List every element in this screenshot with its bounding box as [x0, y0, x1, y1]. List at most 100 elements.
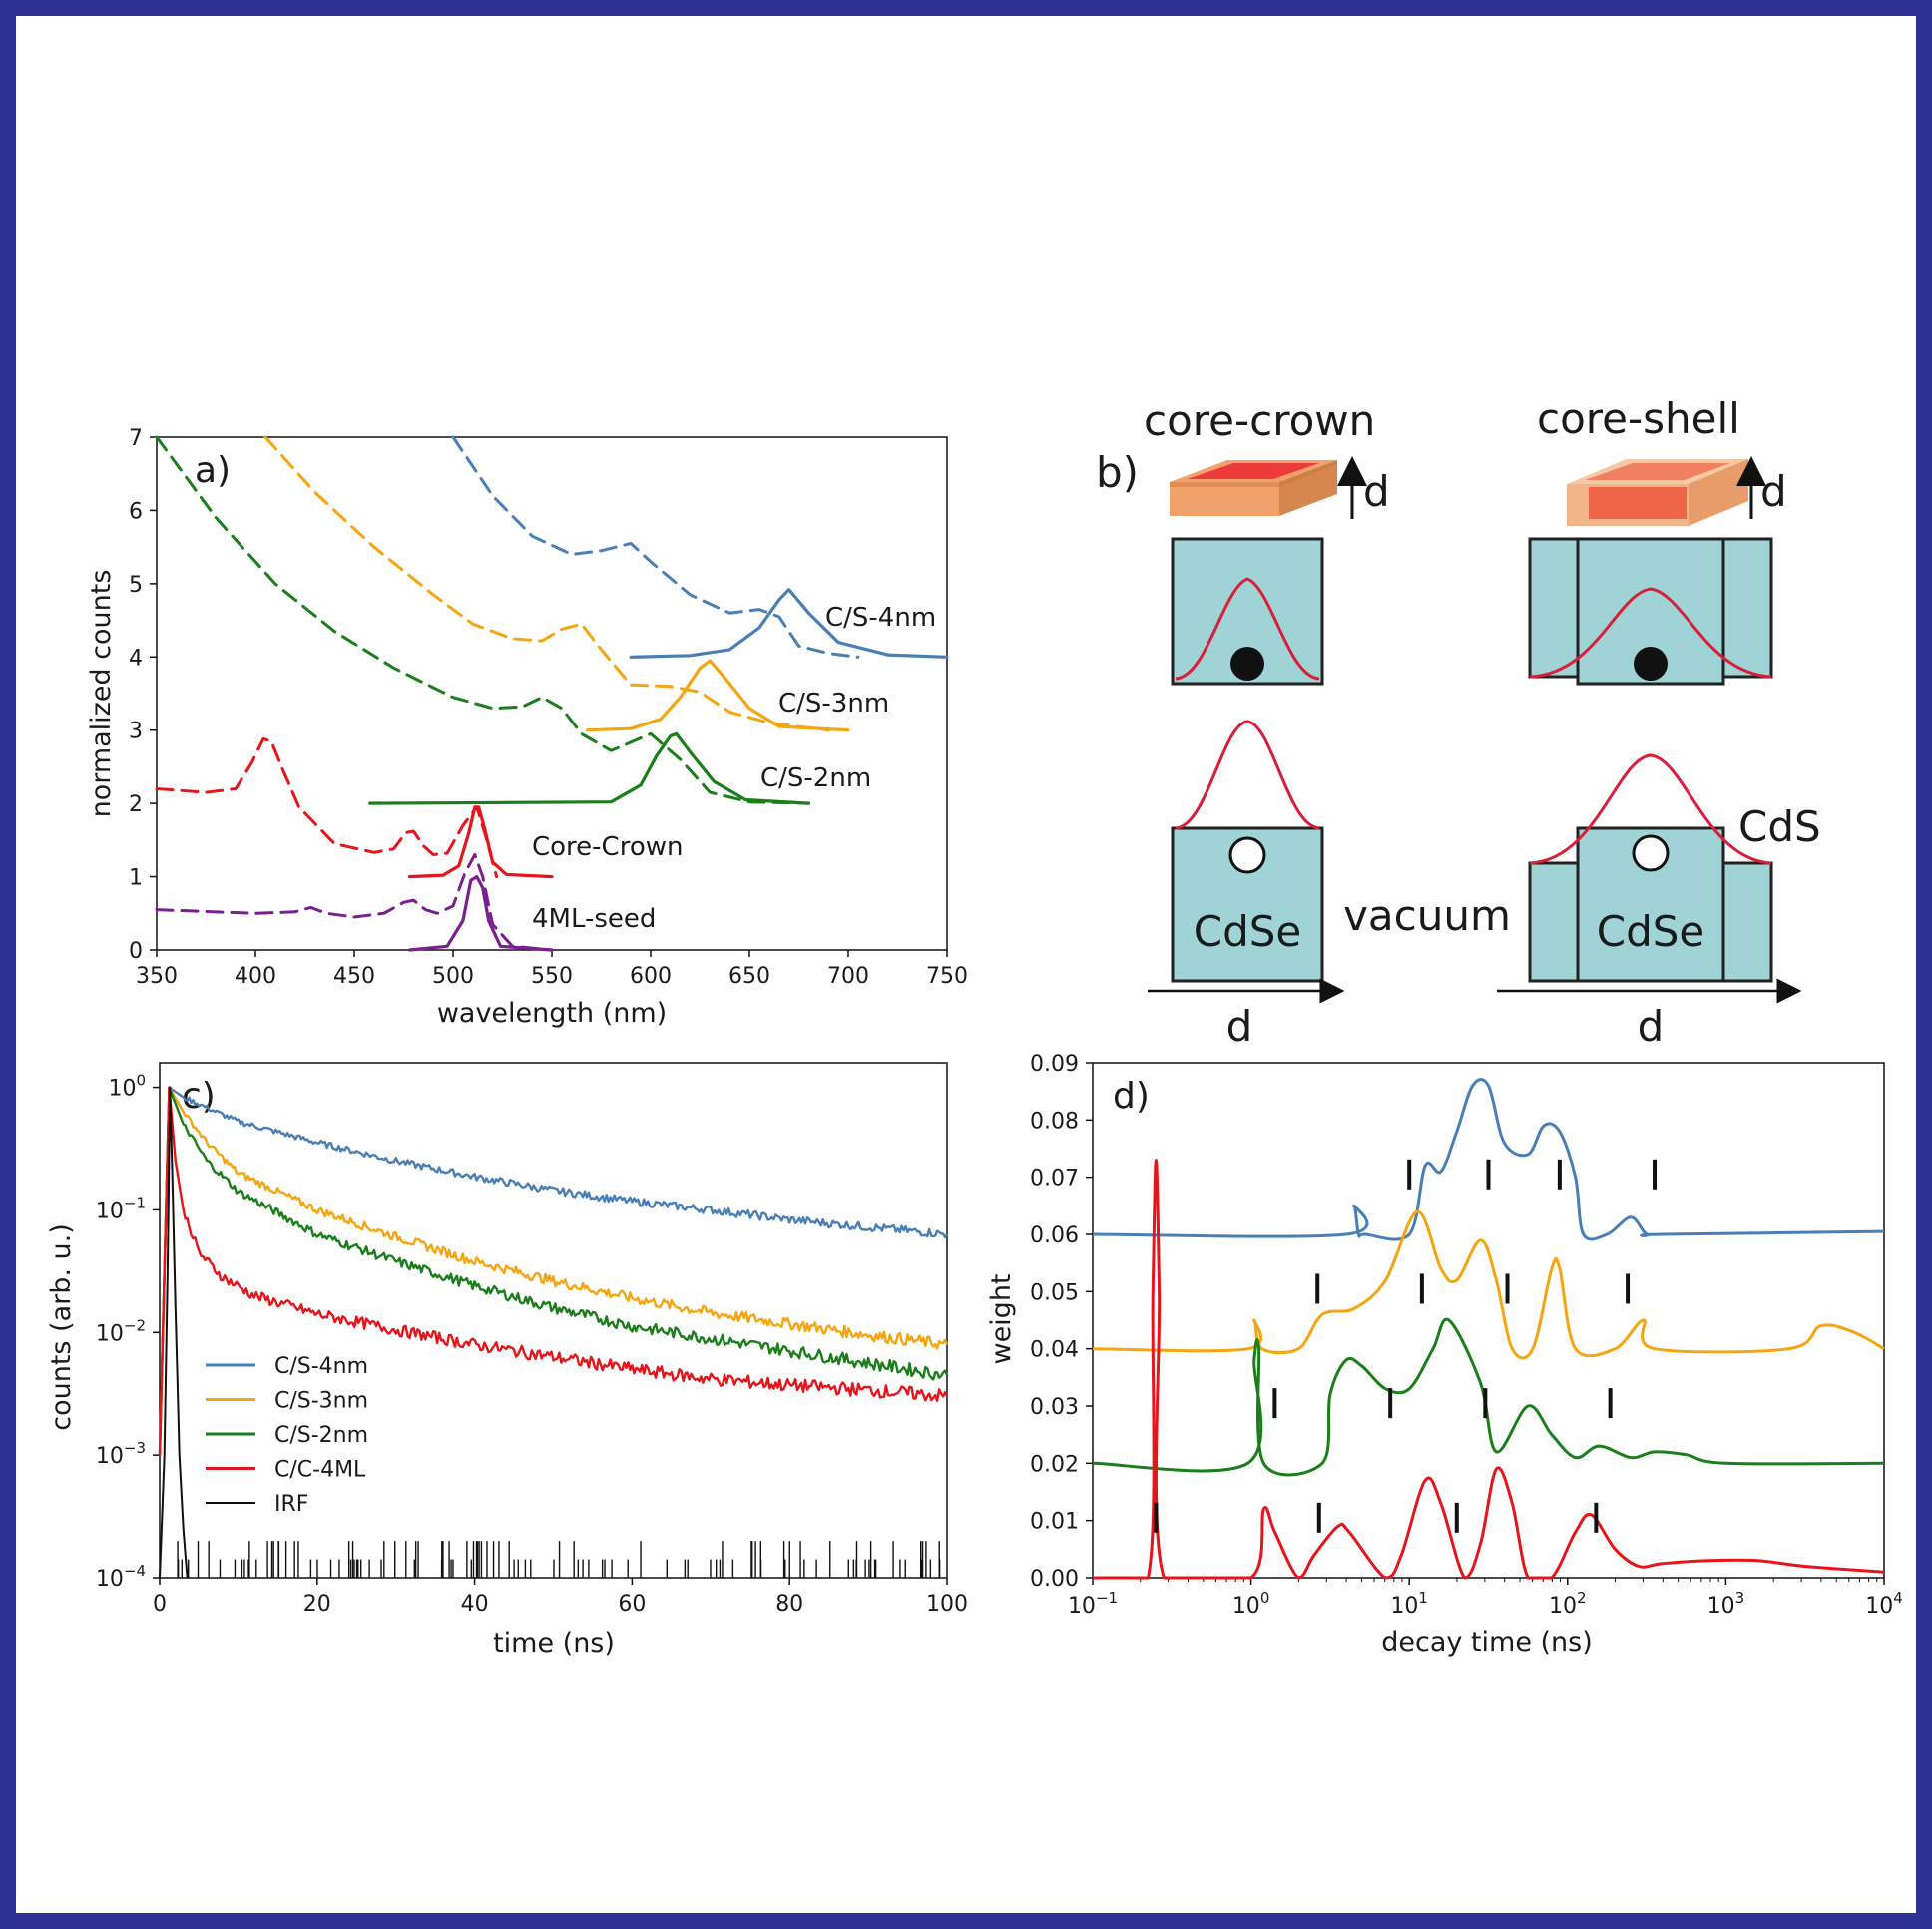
panel-a-series-core-crown-pl	[407, 805, 554, 879]
panel-b-label: b)	[1096, 448, 1139, 497]
core-shell-thickness-label: d	[1760, 467, 1787, 516]
panel-a-label: a)	[195, 450, 231, 491]
panel-a-xtick-label: 600	[630, 964, 672, 989]
panel-d-xtick-label: 10−1	[1068, 1589, 1118, 1619]
panel-c-legend-label: C/S-3nm	[274, 1389, 368, 1414]
panel-c-ylabel: counts (arb. u.)	[46, 1223, 77, 1431]
panel-a-ytick-label: 5	[129, 573, 143, 598]
panel-d-xticks: 10−1 100 101 102 103 104	[1068, 1578, 1903, 1619]
panel-a-series-c-s-3nm-pl	[585, 659, 850, 732]
panel-d-ytick-label: 0.08	[1030, 1109, 1079, 1134]
core-shell-electron-wavefunction	[1529, 587, 1772, 679]
panel-d-axes-frame	[1092, 1062, 1885, 1579]
panel-a-series-label: Core-Crown	[532, 832, 683, 862]
panel-d-series-c-s-2nm	[1092, 1317, 1885, 1477]
core-crown-axis-label: d	[1226, 1002, 1253, 1051]
core-shell-electron-shell-left	[1528, 537, 1580, 679]
panel-d-series	[1092, 1077, 1885, 1580]
panel-a-xtick-label: 500	[432, 964, 474, 989]
panel-d-xtick-label: 100	[1232, 1589, 1270, 1619]
panel-c-xtick-label: 80	[775, 1592, 803, 1617]
panel-a-ytick-label: 0	[129, 939, 143, 964]
panel-a-yticks: 0 1 2 3 4 5 6 7	[129, 426, 157, 964]
panel-c-legend-label: IRF	[274, 1492, 308, 1517]
panel-a-ytick-label: 2	[129, 792, 143, 817]
panel-c-ytick-label: 10−2	[96, 1316, 146, 1346]
panel-a-series-c-s-3nm-abs	[263, 435, 830, 732]
core-shell-hole-wavefunction	[1529, 753, 1772, 865]
panel-a-series-c-s-4nm-abs	[451, 435, 860, 659]
core-shell-core-label: CdSe	[1597, 907, 1705, 956]
panel-a-xtick-label: 700	[827, 964, 869, 989]
panel-c-series-c-c-4ml	[158, 1086, 949, 1456]
panel-c-xlabel: time (ns)	[493, 1628, 615, 1659]
panel-d-xtick-label: 103	[1707, 1589, 1745, 1619]
panel-c-series-c-s-4nm	[158, 1086, 948, 1456]
panel-c-xtick-label: 0	[153, 1592, 167, 1617]
core-shell-hole-shell-right	[1721, 861, 1773, 983]
panel-a-series-4ml-seed-abs	[155, 853, 554, 952]
panel-c-legend-label: C/S-2nm	[274, 1423, 368, 1448]
core-shell-hole-icon	[1632, 834, 1670, 872]
core-crown-electron-wavefunction	[1175, 577, 1320, 681]
panel-d-series-c-s-4nm	[1092, 1077, 1885, 1241]
panel-c-ytick-label: 10−3	[96, 1439, 146, 1469]
panel-c-decay-chart: c) time (ns) counts (arb. u.) 0 20 40 60 80 1…	[46, 1062, 968, 1659]
panel-a-series-c-s-4nm-pl	[629, 588, 949, 659]
panel-a-xlabel: wavelength (nm)	[437, 998, 667, 1029]
panel-c-ytick-label: 100	[108, 1072, 146, 1102]
panel-a-ytick-label: 1	[129, 866, 143, 891]
panel-a-ytick-label: 4	[129, 646, 143, 671]
panel-a-series-label: 4ML-seed	[532, 904, 656, 934]
core-shell-hole-shell-left	[1528, 861, 1580, 983]
panel-a-series-labels: C/S-4nm C/S-3nm C/S-2nm Core-Crown 4ML-seed	[532, 603, 936, 934]
panel-d-xtick-label: 101	[1390, 1589, 1428, 1619]
panel-a-ytick-label: 3	[129, 720, 143, 744]
panel-c-ytick-label: 10−1	[96, 1194, 146, 1223]
panel-d-ytick-label: 0.03	[1030, 1395, 1079, 1420]
panel-c-series-irf	[159, 1086, 189, 1579]
panel-c-xticks: 0 20 40 60 80 100	[153, 1578, 968, 1617]
panel-b-diagram: b) core-crown core-shell d d	[1096, 394, 1821, 1051]
panel-a-ylabel: normalized counts	[86, 570, 117, 818]
panel-a-series-c-s-2nm-abs	[155, 435, 810, 805]
panel-c-xtick-label: 60	[618, 1592, 646, 1617]
panel-d-series-c-s-3nm	[1092, 1209, 1885, 1360]
panel-d-ytick-label: 0.06	[1030, 1223, 1079, 1248]
panel-d-ylabel: weight	[986, 1273, 1017, 1364]
panel-d-ytick-label: 0.04	[1030, 1338, 1079, 1363]
panel-c-series-c-s-2nm	[158, 1086, 949, 1456]
core-crown-hole-wavefunction	[1175, 720, 1320, 830]
vacuum-label: vacuum	[1343, 891, 1511, 940]
panel-d-ytick-label: 0.09	[1030, 1052, 1079, 1077]
panel-d-label: d)	[1113, 1076, 1150, 1117]
panel-c-legend-label: C/C-4ML	[274, 1458, 366, 1483]
panel-d-ytick-label: 0.05	[1030, 1280, 1079, 1305]
panel-d-xlabel: decay time (ns)	[1381, 1627, 1593, 1658]
panel-a-series	[155, 435, 949, 952]
panel-a-ytick-label: 6	[129, 499, 143, 524]
panel-c-series-c-s-3nm	[158, 1086, 949, 1456]
panel-d-ytick-label: 0.00	[1030, 1567, 1079, 1592]
panel-a-xtick-label: 350	[136, 964, 178, 989]
panel-a-series-label: C/S-4nm	[825, 603, 936, 633]
core-shell-platelet-icon	[1567, 459, 1748, 526]
panel-c-xtick-label: 40	[461, 1592, 489, 1617]
panel-d-xtick-label: 104	[1865, 1589, 1903, 1619]
panel-c-ytick-label: 10−4	[96, 1562, 146, 1592]
panel-a-ytick-label: 7	[129, 426, 143, 451]
panel-a-series-label: C/S-3nm	[778, 689, 889, 719]
panel-d-ytick-label: 0.02	[1030, 1452, 1079, 1477]
panel-d-yticks: 0.00 0.01 0.02 0.03 0.04 0.05 0.06 0.07 0.08 0.09	[1030, 1052, 1093, 1592]
core-crown-electron-icon	[1230, 647, 1264, 681]
panel-d-series-c-c-4ml	[1092, 1159, 1885, 1580]
panel-a-series-core-crown-abs	[155, 737, 499, 879]
panel-a-series-4ml-seed-pl	[407, 874, 554, 952]
core-shell-electron-shell-right	[1721, 537, 1773, 679]
panel-c-legend: C/S-4nm C/S-3nm C/S-2nm C/C-4ML IRF	[206, 1354, 368, 1517]
core-crown-core-label: CdSe	[1194, 907, 1302, 956]
core-shell-axis-label: d	[1638, 1002, 1665, 1051]
panel-a-xtick-label: 750	[926, 964, 968, 989]
core-crown-platelet-icon	[1170, 460, 1337, 516]
